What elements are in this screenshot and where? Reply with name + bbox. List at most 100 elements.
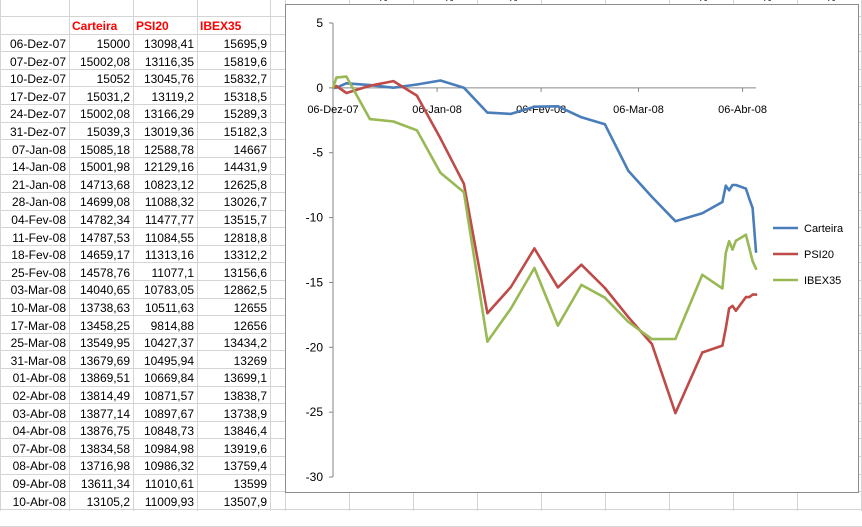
date-cell[interactable]: 08-Abr-08 <box>12 459 66 473</box>
psi20-cell[interactable]: 11009,93 <box>144 495 194 509</box>
psi20-cell[interactable]: 11477,77 <box>144 213 194 227</box>
psi20-cell[interactable]: 10823,12 <box>143 178 194 192</box>
carteira-cell[interactable]: 13876,75 <box>79 424 130 438</box>
psi20-cell[interactable]: 13166,29 <box>143 107 194 121</box>
column-header-ibex35[interactable]: IBEX35 <box>200 19 242 33</box>
carteira-cell[interactable]: 13716,98 <box>79 459 130 473</box>
date-cell[interactable]: 31-Mar-08 <box>10 354 66 368</box>
carteira-cell[interactable]: 14782,34 <box>79 213 130 227</box>
psi20-cell[interactable]: 10427,37 <box>143 336 194 350</box>
carteira-cell[interactable]: 13869,51 <box>79 371 130 385</box>
ibex35-cell[interactable]: 12655 <box>233 301 267 315</box>
psi20-cell[interactable]: 10897,67 <box>143 407 194 421</box>
ibex35-cell[interactable]: 15819,6 <box>223 55 267 69</box>
carteira-cell[interactable]: 13611,34 <box>80 477 130 491</box>
carteira-cell[interactable]: 13105,2 <box>86 495 130 509</box>
carteira-cell[interactable]: 14659,17 <box>79 248 130 262</box>
date-cell[interactable]: 17-Dez-07 <box>9 90 66 104</box>
ibex35-cell[interactable]: 13515,7 <box>223 213 267 227</box>
date-cell[interactable]: 10-Dez-07 <box>9 72 66 86</box>
carteira-cell[interactable]: 15039,3 <box>86 125 130 139</box>
ibex35-cell[interactable]: 12818,8 <box>223 231 267 245</box>
psi20-cell[interactable]: 13116,35 <box>144 55 194 69</box>
ibex35-cell[interactable]: 13434,2 <box>223 336 267 350</box>
psi20-cell[interactable]: 11010,61 <box>144 477 194 491</box>
ibex35-cell[interactable]: 14431,9 <box>223 160 267 174</box>
date-cell[interactable]: 10-Mar-08 <box>10 301 66 315</box>
ibex35-cell[interactable]: 13312,2 <box>223 248 267 262</box>
carteira-cell[interactable]: 14787,53 <box>79 231 130 245</box>
ibex35-cell[interactable]: 15289,3 <box>223 107 267 121</box>
date-cell[interactable]: 03-Abr-08 <box>12 407 66 421</box>
date-cell[interactable]: 25-Fev-08 <box>11 266 66 280</box>
date-cell[interactable]: 01-Abr-08 <box>12 371 66 385</box>
carteira-cell[interactable]: 15052 <box>96 72 130 86</box>
carteira-cell[interactable]: 14578,76 <box>79 266 130 280</box>
carteira-cell[interactable]: 13834,58 <box>79 442 130 456</box>
psi20-cell[interactable]: 11084,55 <box>144 231 194 245</box>
date-cell[interactable]: 02-Abr-08 <box>12 389 66 403</box>
ibex35-cell[interactable]: 15318,5 <box>223 90 267 104</box>
psi20-cell[interactable]: 10871,57 <box>143 389 194 403</box>
ibex35-cell[interactable]: 15832,7 <box>223 72 267 86</box>
carteira-cell[interactable]: 14040,65 <box>79 283 130 297</box>
ibex35-cell[interactable]: 14667 <box>233 143 267 157</box>
date-cell[interactable]: 24-Dez-07 <box>9 107 66 121</box>
ibex35-cell[interactable]: 13699,1 <box>223 371 267 385</box>
date-cell[interactable]: 06-Dez-07 <box>9 37 66 51</box>
psi20-cell[interactable]: 11313,16 <box>144 248 194 262</box>
ibex35-cell[interactable]: 12656 <box>233 319 267 333</box>
date-cell[interactable]: 17-Mar-08 <box>10 319 66 333</box>
psi20-cell[interactable]: 10511,63 <box>144 301 194 315</box>
carteira-cell[interactable]: 13549,95 <box>79 336 130 350</box>
psi20-cell[interactable]: 11077,1 <box>151 266 195 280</box>
carteira-cell[interactable]: 14713,68 <box>79 178 130 192</box>
psi20-cell[interactable]: 13098,41 <box>143 37 194 51</box>
date-cell[interactable]: 04-Fev-08 <box>11 213 66 227</box>
ibex35-cell[interactable]: 13759,4 <box>223 459 267 473</box>
ibex35-cell[interactable]: 13738,9 <box>223 407 267 421</box>
date-cell[interactable]: 18-Fev-08 <box>11 248 66 262</box>
carteira-cell[interactable]: 15002,08 <box>79 55 130 69</box>
carteira-cell[interactable]: 13877,14 <box>79 407 130 421</box>
carteira-cell[interactable]: 15001,98 <box>79 160 130 174</box>
date-cell[interactable]: 31-Dez-07 <box>9 125 66 139</box>
line-chart[interactable]: 5 0 -5 -10 -15 -20 -25 -30 06-Dez-07 06-Jan-08 06-… <box>285 4 859 493</box>
ibex35-cell[interactable]: 12625,8 <box>223 178 267 192</box>
psi20-cell[interactable]: 10495,94 <box>143 354 194 368</box>
date-cell[interactable]: 07-Dez-07 <box>9 55 66 69</box>
ibex35-cell[interactable]: 13026,7 <box>223 195 267 209</box>
column-header-psi20[interactable]: PSI20 <box>136 19 169 33</box>
psi20-cell[interactable]: 13119,2 <box>151 90 195 104</box>
date-cell[interactable]: 03-Mar-08 <box>10 283 66 297</box>
psi20-cell[interactable]: 12129,16 <box>143 160 194 174</box>
date-cell[interactable]: 28-Jan-08 <box>11 195 66 209</box>
ibex35-cell[interactable]: 15695,9 <box>223 37 267 51</box>
ibex35-cell[interactable]: 13846,4 <box>223 424 267 438</box>
date-cell[interactable]: 09-Abr-08 <box>12 477 66 491</box>
carteira-cell[interactable]: 13679,69 <box>79 354 130 368</box>
ibex35-cell[interactable]: 13599 <box>233 477 267 491</box>
carteira-cell[interactable]: 14699,08 <box>79 195 130 209</box>
date-cell[interactable]: 25-Mar-08 <box>10 336 66 350</box>
carteira-cell[interactable]: 15031,2 <box>86 90 130 104</box>
date-cell[interactable]: 07-Jan-08 <box>11 143 66 157</box>
ibex35-cell[interactable]: 12862,5 <box>223 283 267 297</box>
ibex35-cell[interactable]: 13156,6 <box>223 266 267 280</box>
ibex35-cell[interactable]: 15182,3 <box>223 125 267 139</box>
psi20-cell[interactable]: 10848,73 <box>143 424 194 438</box>
psi20-cell[interactable]: 10986,32 <box>143 459 194 473</box>
date-cell[interactable]: 07-Abr-08 <box>12 442 66 456</box>
ibex35-cell[interactable]: 13507,9 <box>223 495 267 509</box>
psi20-cell[interactable]: 13045,76 <box>143 72 194 86</box>
psi20-cell[interactable]: 10984,98 <box>143 442 194 456</box>
carteira-cell[interactable]: 13458,25 <box>79 319 130 333</box>
psi20-cell[interactable]: 10783,05 <box>143 283 194 297</box>
ibex35-cell[interactable]: 13919,6 <box>223 442 267 456</box>
date-cell[interactable]: 14-Jan-08 <box>11 160 66 174</box>
date-cell[interactable]: 21-Jan-08 <box>11 178 66 192</box>
ibex35-cell[interactable]: 13838,7 <box>223 389 267 403</box>
carteira-cell[interactable]: 13738,63 <box>79 301 130 315</box>
carteira-cell[interactable]: 15002,08 <box>79 107 130 121</box>
psi20-cell[interactable]: 11088,32 <box>144 195 194 209</box>
